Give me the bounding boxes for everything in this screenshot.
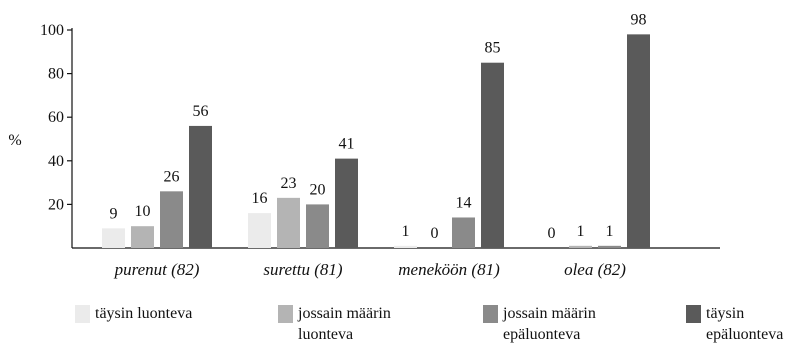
bar [569,245,592,248]
legend-label: täysin luonteva [95,305,193,322]
bar [598,245,621,248]
bar [102,228,125,248]
legend-item: jossain määrin luonteva [278,303,391,345]
data-label: 16 [252,190,268,207]
legend-item: täysin epäluonteva [686,303,783,345]
bar [248,213,271,248]
legend-label: jossain määrin epäluonteva [503,305,596,343]
x-tick-label: meneköön (81) [398,260,500,279]
data-label: 0 [548,225,556,242]
bar [189,125,212,248]
bar [306,204,329,248]
data-label: 26 [164,168,180,185]
bar [452,217,475,248]
bar [335,158,358,248]
data-label: 85 [485,40,501,57]
y-tick-label: 20 [48,196,64,213]
data-label: 0 [431,225,439,242]
legend-item: jossain määrin epäluonteva [483,303,596,345]
data-label: 23 [281,175,297,192]
legend-swatch [483,305,498,323]
data-label: 1 [577,223,585,240]
y-tick-label: 60 [48,109,64,126]
legend: täysin luonteva jossain määrin luonteva jo… [0,303,810,349]
y-tick-label: 40 [48,153,64,170]
bar [627,34,650,248]
bar [394,245,417,248]
data-label: 56 [193,103,209,120]
x-tick-label: purenut (82) [114,260,200,279]
data-label: 20 [310,181,326,198]
bar [160,191,183,248]
y-tick-label: 100 [40,22,64,39]
legend-swatch [278,305,293,323]
bar [481,62,504,249]
data-label: 1 [402,223,410,240]
legend-swatch [686,305,701,323]
bar [277,197,300,248]
data-label: 9 [110,205,118,222]
bar [131,226,154,248]
y-axis-label: % [8,132,21,149]
data-label: 10 [135,203,151,220]
data-label: 1 [606,223,614,240]
x-tick-label: olea (82) [564,260,626,279]
data-label: 98 [631,11,647,28]
x-tick-label: surettu (81) [263,260,343,279]
legend-swatch [75,305,90,323]
legend-item: täysin luonteva [75,303,192,324]
bars [102,34,650,249]
legend-label: jossain määrin luonteva [298,305,391,343]
data-label: 14 [456,194,472,211]
legend-label: täysin epäluonteva [706,305,784,343]
y-tick-label: 80 [48,66,64,83]
data-label: 41 [339,136,355,153]
